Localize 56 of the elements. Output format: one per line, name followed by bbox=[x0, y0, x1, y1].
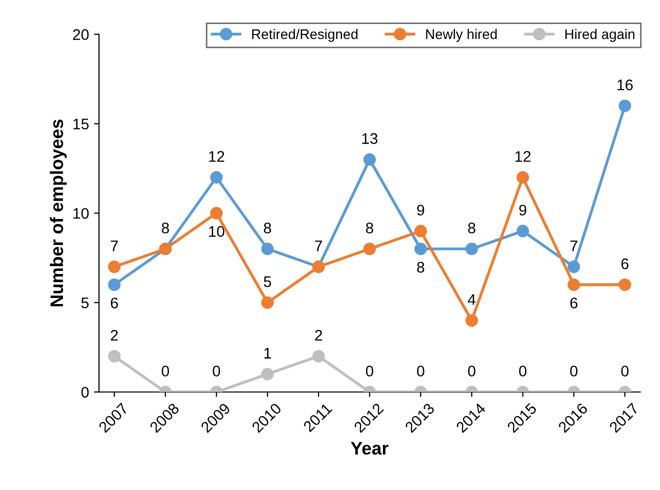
data-label: 0 bbox=[366, 366, 374, 376]
data-label: 0 bbox=[417, 366, 424, 376]
point bbox=[210, 206, 223, 220]
data-label: 8 bbox=[162, 222, 169, 234]
data-label: 6 bbox=[110, 298, 118, 308]
data-label: 0 bbox=[519, 366, 526, 376]
data-label: 7 bbox=[315, 240, 322, 252]
data-label: 2 bbox=[110, 330, 118, 341]
point bbox=[516, 224, 530, 238]
point bbox=[568, 278, 580, 291]
data-label: 5 bbox=[264, 276, 272, 288]
data-label: 0 bbox=[468, 366, 476, 376]
data-label: 9 bbox=[417, 204, 424, 216]
data-label: 8 bbox=[417, 262, 424, 273]
data-label: 16 bbox=[618, 80, 633, 90]
data-label: 12 bbox=[209, 151, 224, 162]
data-label: 6 bbox=[621, 258, 628, 270]
data-label: 4 bbox=[468, 294, 476, 305]
point bbox=[108, 260, 121, 274]
legend-label: Hired again bbox=[565, 28, 634, 42]
point bbox=[618, 278, 632, 291]
data-label: 0 bbox=[162, 366, 170, 376]
legend-label: Retired/Resigned bbox=[252, 28, 358, 42]
point bbox=[108, 278, 121, 291]
data-label: 12 bbox=[515, 151, 530, 162]
y-axis-title: Number of employees bbox=[50, 120, 67, 306]
data-label: 8 bbox=[366, 222, 374, 234]
y-tick-label: 0 bbox=[81, 386, 89, 398]
y-tick-label: 15 bbox=[73, 118, 89, 130]
legend-label: Newly hired bbox=[426, 28, 497, 42]
data-label: 7 bbox=[110, 240, 118, 252]
point bbox=[363, 242, 376, 256]
data-label: 10 bbox=[209, 226, 224, 237]
data-label: 0 bbox=[570, 366, 578, 376]
data-label: 8 bbox=[468, 222, 476, 234]
data-label: 13 bbox=[362, 133, 378, 144]
x-axis-title: Year bbox=[350, 442, 388, 455]
y-tick-label: 5 bbox=[81, 298, 89, 308]
y-tick-label: 10 bbox=[73, 208, 89, 219]
data-label: 1 bbox=[264, 348, 271, 358]
data-label: 8 bbox=[264, 222, 272, 234]
point bbox=[568, 260, 580, 274]
data-label: 9 bbox=[519, 204, 526, 216]
data-label: 0 bbox=[621, 366, 629, 376]
point bbox=[516, 171, 530, 184]
point bbox=[414, 242, 427, 256]
point bbox=[261, 296, 274, 309]
point bbox=[414, 224, 427, 238]
data-label: 7 bbox=[570, 240, 578, 252]
point bbox=[210, 171, 223, 184]
point bbox=[465, 242, 478, 256]
point bbox=[261, 242, 274, 256]
y-tick-label: 20 bbox=[73, 29, 89, 40]
data-label: 6 bbox=[570, 298, 578, 308]
data-label: 0 bbox=[212, 366, 220, 376]
data-label: 2 bbox=[315, 330, 322, 341]
